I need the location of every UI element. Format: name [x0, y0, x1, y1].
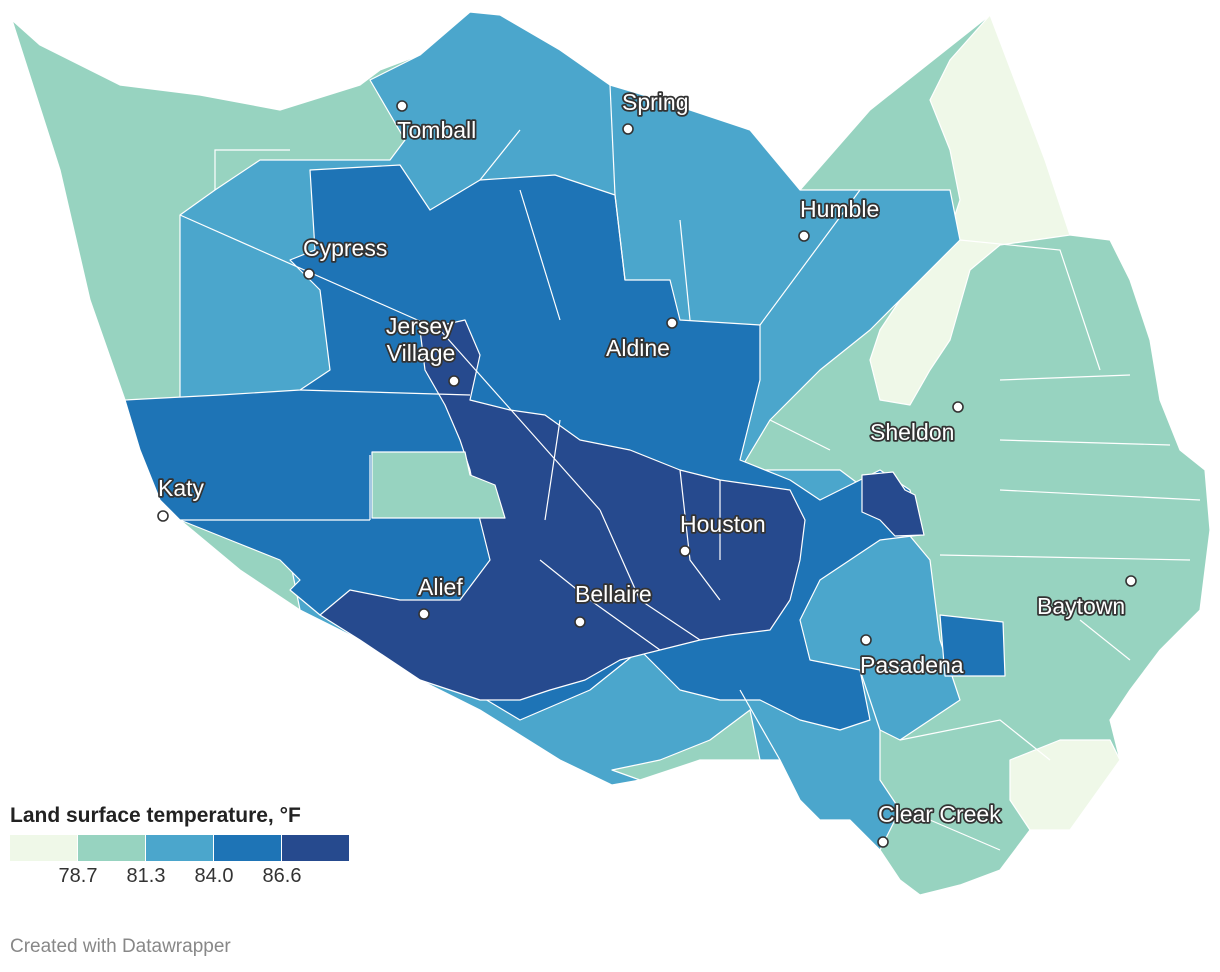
legend-tick: 78.7: [58, 865, 98, 887]
city-label: Katy: [158, 475, 205, 501]
city-label: Spring: [622, 89, 688, 115]
legend-ticks: 78.7 81.3 84.0 86.6: [10, 861, 350, 887]
city-label: Pasadena: [860, 652, 964, 678]
east-warm-block: [939, 614, 1006, 677]
city-houston: Houston: [678, 509, 767, 557]
southeast-cool-region: [1009, 739, 1121, 831]
city-label: Clear Creek: [878, 801, 1001, 827]
west-pocket-region: [371, 451, 506, 519]
city-bellaire: Bellaire: [573, 579, 653, 628]
city-sheldon: Sheldon: [868, 401, 964, 447]
city-humble: Humble: [798, 194, 881, 242]
city-label: Sheldon: [870, 419, 954, 445]
city-cypress: Cypress: [301, 233, 389, 280]
city-dot-icon: [666, 317, 678, 329]
city-aldine: Aldine: [604, 317, 678, 363]
city-dot-icon: [418, 608, 430, 620]
northeast-cool-region: [869, 14, 1071, 406]
northeast-warm-block: [861, 471, 925, 537]
legend-tick: 81.3: [126, 865, 166, 887]
city-dot-icon: [157, 510, 169, 522]
legend-swatch-3: [146, 835, 213, 861]
city-dot-icon: [1125, 575, 1137, 587]
city-label: Alief: [418, 574, 463, 600]
city-dot-icon: [448, 375, 460, 387]
city-dot-icon: [860, 634, 872, 646]
city-dot-icon: [798, 230, 810, 242]
city-pasadena: Pasadena: [858, 634, 966, 680]
city-label: Aldine: [606, 335, 670, 361]
city-dot-icon: [303, 268, 315, 280]
city-label: Houston: [680, 511, 766, 537]
city-label-line-2: Village: [387, 340, 456, 366]
legend-tick: 86.6: [262, 865, 302, 887]
legend-color-scale: [10, 835, 350, 861]
city-baytown: Baytown: [1035, 575, 1137, 621]
region-boundaries: [179, 84, 1201, 851]
city-dot-icon: [952, 401, 964, 413]
south-pocket-region: [611, 709, 761, 781]
city-label: Bellaire: [575, 581, 652, 607]
city-dot-icon: [877, 836, 889, 848]
color-legend: Land surface temperature, °F 78.7 81.3 8…: [10, 804, 350, 887]
city-label: Jersey Village: [386, 313, 460, 366]
legend-tick: 84.0: [194, 865, 234, 887]
urban-core-region: [319, 319, 806, 701]
city-tomball: Tomball: [395, 100, 478, 145]
city-spring: Spring: [620, 87, 690, 135]
city-alief: Alief: [416, 572, 465, 620]
city-dot-icon: [396, 100, 408, 112]
city-label: Humble: [800, 196, 879, 222]
city-label-line-1: Jersey: [386, 313, 454, 339]
city-label: Cypress: [303, 235, 387, 261]
city-label: Tomball: [397, 117, 476, 143]
datawrapper-credit: Created with Datawrapper: [10, 936, 231, 957]
city-jersey-village: Jersey Village: [384, 311, 460, 387]
legend-swatch-4: [214, 835, 281, 861]
legend-swatch-5: [282, 835, 349, 861]
legend-title: Land surface temperature, °F: [10, 804, 301, 827]
city-dot-icon: [622, 123, 634, 135]
legend-swatch-1: [10, 835, 77, 861]
city-label: Baytown: [1037, 593, 1125, 619]
city-markers: Tomball Spring Humble Cypress Jersey Vil…: [156, 87, 1137, 848]
city-dot-icon: [574, 616, 586, 628]
city-katy: Katy: [156, 473, 206, 522]
city-clear-creek: Clear Creek: [876, 799, 1003, 848]
city-dot-icon: [679, 545, 691, 557]
legend-swatch-2: [78, 835, 145, 861]
